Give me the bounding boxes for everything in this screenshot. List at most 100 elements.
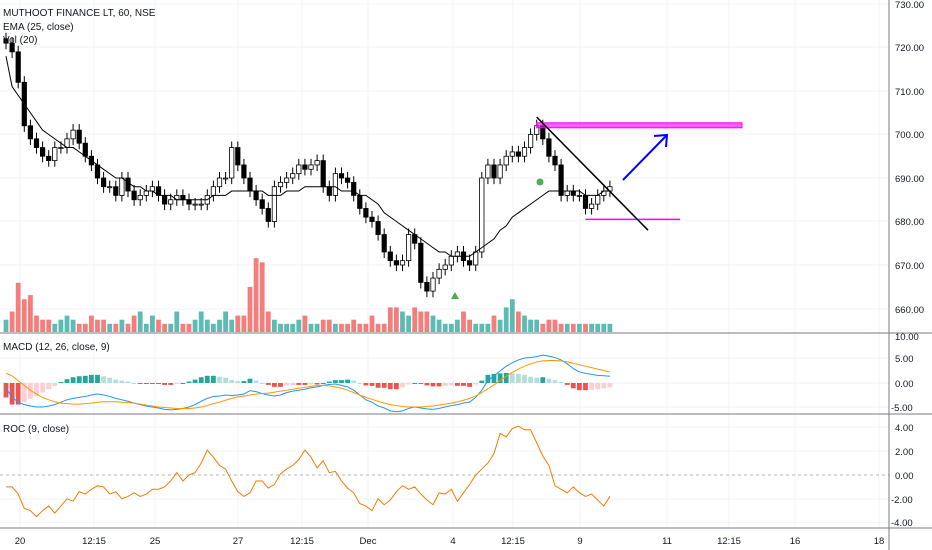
volume-bar <box>15 282 21 332</box>
macd-histogram-bar <box>570 383 576 389</box>
price-axis-labels: 730.00 720.00 710.00 700.00 690.00 680.0… <box>891 0 924 529</box>
price-label: 680.00 <box>895 217 924 228</box>
volume-bar <box>442 323 448 332</box>
candle-body <box>509 151 515 157</box>
macd-histogram-bar <box>424 383 430 386</box>
macd-histogram-bar <box>387 383 393 390</box>
macd-histogram-bar <box>278 383 283 387</box>
macd-histogram-bar <box>174 383 180 384</box>
macd-histogram-bar <box>284 383 289 386</box>
candle-body <box>3 38 9 44</box>
candle-body <box>15 51 21 83</box>
macd-histogram-bar <box>369 383 375 386</box>
macd-histogram-bar <box>516 373 521 383</box>
macd-histogram-bar <box>82 375 88 383</box>
volume-bar <box>485 323 491 332</box>
volume-bar <box>89 315 94 332</box>
volume-bar <box>174 311 180 332</box>
price-label: 720.00 <box>895 43 924 54</box>
volume-bar <box>308 323 314 332</box>
macd-histogram-bar <box>589 383 594 390</box>
volume-bar <box>400 311 405 332</box>
candle-body <box>131 190 137 201</box>
volume-bar <box>40 319 45 332</box>
macd-histogram-bar <box>3 383 9 398</box>
macd-histogram-bar <box>46 383 52 390</box>
candle-body <box>302 164 308 170</box>
macd-histogram-bar <box>479 380 485 383</box>
candle-body <box>558 164 564 196</box>
macd-histogram-bar <box>95 374 100 383</box>
candle-body <box>491 164 497 179</box>
volume-bar <box>345 323 350 332</box>
volume-bar <box>522 315 527 332</box>
macd-histogram-bar <box>28 383 33 399</box>
volume-bar <box>211 323 216 332</box>
macd-histogram-bar <box>211 375 216 383</box>
volume-bar <box>95 319 100 332</box>
macd-histogram-bar <box>534 377 540 383</box>
macd-histogram-bar <box>509 373 515 383</box>
macd-axis-label: 10.00 <box>895 332 919 343</box>
horizontal-grid <box>0 3 889 523</box>
macd-histogram-bar <box>394 383 399 390</box>
candle-body <box>424 281 430 292</box>
price-label: 670.00 <box>895 261 924 272</box>
volume-bar <box>375 323 381 332</box>
macd-histogram-bar <box>101 376 106 383</box>
volume-bar <box>503 307 509 332</box>
macd-histogram-bar <box>430 383 436 387</box>
volume-bar <box>479 323 485 332</box>
candlesticks <box>3 32 613 298</box>
volume-bar <box>491 315 497 332</box>
candle-body <box>436 268 442 279</box>
candle-body <box>387 251 393 262</box>
volume-bar <box>326 319 332 332</box>
volume-bar <box>601 323 607 332</box>
macd-histogram-bar <box>113 379 119 383</box>
volume-bar <box>314 323 320 332</box>
candle-body <box>357 194 363 209</box>
macd-histogram-bar <box>192 379 198 383</box>
candle-body <box>546 138 552 157</box>
time-label: Dec <box>360 536 377 547</box>
candle-body <box>351 181 357 196</box>
candle-body <box>27 125 34 140</box>
volume-bar <box>131 315 137 332</box>
macd-histogram-bar <box>455 383 460 386</box>
macd-histogram-bar <box>204 375 210 383</box>
candle-body <box>296 164 302 175</box>
volume-bar <box>125 323 131 332</box>
candle-body <box>247 177 253 192</box>
macd-axis-label: 5.00 <box>895 354 914 365</box>
candle-body <box>521 147 528 157</box>
volume-legend: Vol (20) <box>3 35 37 46</box>
volume-bar <box>564 323 570 332</box>
volume-bar <box>223 311 228 332</box>
roc-line <box>6 425 611 518</box>
candle-body <box>259 199 265 209</box>
volume-bar <box>497 319 503 332</box>
macd-legend: MACD (12, 26, close, 9) <box>3 342 110 353</box>
signal-dot <box>536 178 544 186</box>
macd-axis-label: -5.00 <box>891 403 913 414</box>
volume-bar <box>534 319 540 332</box>
macd-histogram-bar <box>381 383 387 388</box>
volume-bar <box>198 311 204 332</box>
candle-body <box>40 147 46 157</box>
volume-bar <box>296 319 302 332</box>
macd-histogram-bar <box>314 383 320 385</box>
macd-histogram-bar <box>485 374 491 383</box>
candle-body <box>582 194 589 209</box>
macd-histogram-bar <box>229 380 235 383</box>
candle-body <box>192 203 198 206</box>
volume-bar <box>28 295 33 332</box>
macd-histogram-bar <box>125 381 131 383</box>
macd-histogram-bar <box>595 383 601 390</box>
volume-bar <box>278 323 283 332</box>
macd-histogram-bar <box>522 374 527 383</box>
volume-bar <box>577 323 582 332</box>
volume-bar <box>412 307 418 332</box>
macd-histogram-bar <box>491 373 497 383</box>
candle-body <box>344 177 351 183</box>
